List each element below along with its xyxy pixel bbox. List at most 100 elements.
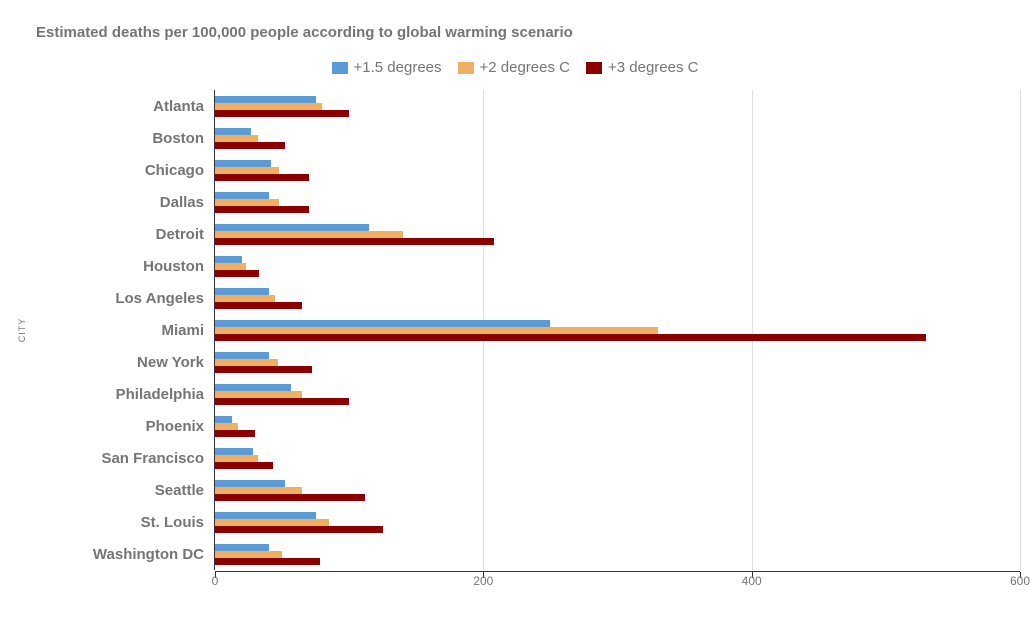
bar	[215, 128, 251, 135]
bar-group	[215, 90, 1020, 122]
category-label: Los Angeles	[34, 282, 214, 314]
bar	[215, 167, 279, 174]
bar-group	[215, 506, 1020, 538]
bar	[215, 334, 926, 341]
category-label: San Francisco	[34, 442, 214, 474]
bar-group	[215, 186, 1020, 218]
legend-item: +3 degrees C	[586, 59, 698, 76]
legend-label: +3 degrees C	[608, 59, 698, 76]
legend-item: +2 degrees C	[458, 59, 570, 76]
x-tick-label: 400	[742, 574, 762, 588]
bar	[215, 160, 271, 167]
legend-label: +2 degrees C	[480, 59, 570, 76]
x-tick-label: 0	[212, 574, 219, 588]
bar	[215, 487, 302, 494]
category-label: Chicago	[34, 154, 214, 186]
bar	[215, 320, 550, 327]
bar	[215, 288, 269, 295]
legend: +1.5 degrees +2 degrees C +3 degrees C	[10, 59, 1020, 76]
bar	[215, 551, 282, 558]
bar-group	[215, 346, 1020, 378]
bar-group	[215, 538, 1020, 570]
category-label: Miami	[34, 314, 214, 346]
bar-group	[215, 474, 1020, 506]
bar	[215, 384, 291, 391]
bar	[215, 256, 242, 263]
bar	[215, 359, 278, 366]
y-category-labels: AtlantaBostonChicagoDallasDetroitHouston…	[34, 90, 214, 570]
bar	[215, 263, 246, 270]
x-tick-label: 600	[1010, 574, 1030, 588]
chart-container: Estimated deaths per 100,000 people acco…	[0, 0, 1030, 636]
bar	[215, 462, 273, 469]
legend-label: +1.5 degrees	[354, 59, 442, 76]
category-label: Detroit	[34, 218, 214, 250]
x-axis-ticks: 0200400600	[215, 574, 1020, 594]
bar	[215, 448, 253, 455]
bars	[215, 90, 1020, 570]
category-label: New York	[34, 346, 214, 378]
chart-title: Estimated deaths per 100,000 people acco…	[36, 24, 1020, 41]
gridline	[1020, 90, 1021, 570]
bar	[215, 423, 238, 430]
category-label: Seattle	[34, 474, 214, 506]
bar	[215, 96, 316, 103]
category-label: Atlanta	[34, 90, 214, 122]
category-label: Houston	[34, 250, 214, 282]
plot: 0200400600	[214, 90, 1020, 570]
bar	[215, 142, 285, 149]
legend-item: +1.5 degrees	[332, 59, 442, 76]
bar	[215, 480, 285, 487]
x-axis-line	[215, 571, 1020, 572]
bar	[215, 494, 365, 501]
category-label: Phoenix	[34, 410, 214, 442]
bar	[215, 103, 322, 110]
bar	[215, 416, 232, 423]
category-label: Dallas	[34, 186, 214, 218]
bar	[215, 302, 302, 309]
bar	[215, 224, 369, 231]
bar	[215, 192, 269, 199]
bar	[215, 238, 494, 245]
bar	[215, 231, 403, 238]
bar	[215, 174, 309, 181]
bar	[215, 327, 658, 334]
bar	[215, 270, 259, 277]
bar-group	[215, 442, 1020, 474]
bar	[215, 455, 258, 462]
bar-group	[215, 122, 1020, 154]
bar	[215, 206, 309, 213]
bar-group	[215, 410, 1020, 442]
bar	[215, 366, 312, 373]
bar	[215, 519, 329, 526]
legend-swatch	[458, 62, 474, 74]
bar	[215, 544, 269, 551]
bar	[215, 512, 316, 519]
bar	[215, 110, 349, 117]
y-axis-title-wrap: CITY	[10, 90, 34, 570]
bar	[215, 295, 275, 302]
legend-swatch	[332, 62, 348, 74]
bar-group	[215, 250, 1020, 282]
bar	[215, 135, 258, 142]
bar-group	[215, 378, 1020, 410]
bar	[215, 391, 302, 398]
bar-group	[215, 218, 1020, 250]
bar-group	[215, 282, 1020, 314]
bar-group	[215, 154, 1020, 186]
category-label: St. Louis	[34, 506, 214, 538]
category-label: Washington DC	[34, 538, 214, 570]
category-label: Philadelphia	[34, 378, 214, 410]
category-label: Boston	[34, 122, 214, 154]
x-tick-label: 200	[473, 574, 493, 588]
y-axis-title: CITY	[17, 318, 27, 343]
plot-area: CITY AtlantaBostonChicagoDallasDetroitHo…	[10, 90, 1020, 570]
bar-group	[215, 314, 1020, 346]
bar	[215, 352, 269, 359]
legend-swatch	[586, 62, 602, 74]
bar	[215, 199, 279, 206]
bar	[215, 558, 320, 565]
bar	[215, 430, 255, 437]
bar	[215, 398, 349, 405]
bar	[215, 526, 383, 533]
